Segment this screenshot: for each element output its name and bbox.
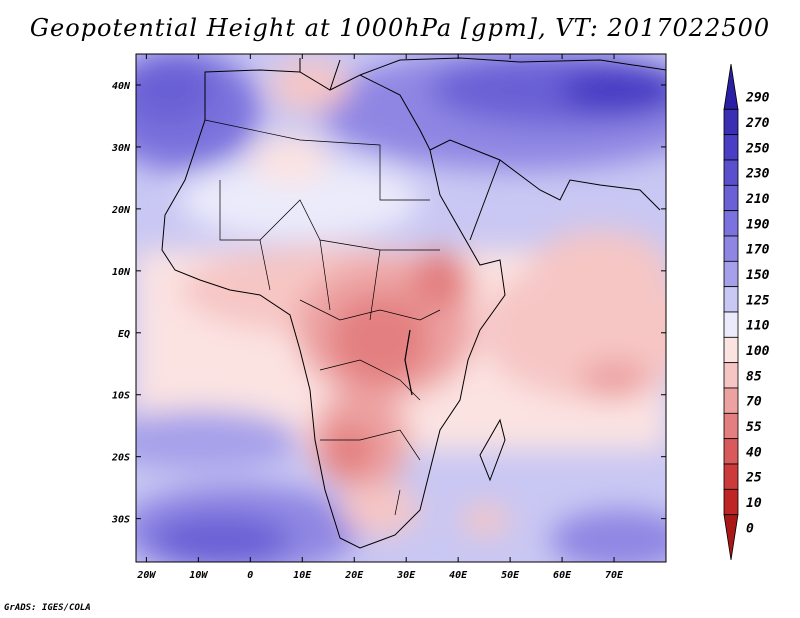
colorbar-swatch bbox=[723, 488, 739, 516]
footer-credit: GrADS: IGES/COLA bbox=[4, 603, 91, 613]
colorbar-swatch bbox=[723, 286, 739, 313]
colorbar-swatch bbox=[723, 159, 739, 186]
lon-label: 10W bbox=[189, 570, 208, 581]
lon-label: 70E bbox=[605, 570, 624, 581]
colorbar-label: 85 bbox=[746, 369, 762, 384]
colorbar-label: 150 bbox=[746, 268, 770, 283]
lat-label: EQ bbox=[118, 329, 130, 340]
lon-label: 10E bbox=[293, 570, 312, 581]
colorbar-swatch bbox=[723, 412, 739, 440]
colorbar-label: 290 bbox=[745, 91, 770, 106]
colorbar-swatch bbox=[723, 336, 739, 364]
colorbar-swatch bbox=[723, 362, 739, 389]
lat-label: 30S bbox=[111, 515, 130, 526]
lat-label: 30N bbox=[111, 143, 131, 154]
lon-label: 60E bbox=[553, 570, 572, 581]
colorbar-label: 110 bbox=[746, 319, 770, 334]
lat-label: 20N bbox=[111, 205, 131, 216]
colorbar-swatch bbox=[723, 387, 739, 414]
colorbar-swatch bbox=[723, 463, 739, 490]
colorbar-label: 210 bbox=[745, 192, 770, 207]
chart-title: Geopotential Height at 1000hPa [gpm], VT… bbox=[29, 14, 771, 42]
lon-label: 0 bbox=[247, 570, 253, 581]
colorbar-label: 100 bbox=[746, 344, 770, 359]
lat-label: 20S bbox=[111, 453, 130, 464]
colorbar-label: 25 bbox=[745, 471, 762, 486]
colorbar-label: 250 bbox=[745, 141, 770, 156]
colorbar-label: 170 bbox=[746, 243, 770, 258]
colorbar-swatch bbox=[723, 63, 739, 110]
colorbar-label: 70 bbox=[746, 395, 762, 410]
lon-label: 40E bbox=[449, 570, 468, 581]
lat-label: 10N bbox=[112, 267, 131, 278]
colorbar-label: 10 bbox=[746, 496, 762, 511]
coastlines bbox=[161, 57, 666, 549]
colorbar-label: 230 bbox=[745, 167, 770, 182]
colorbar-swatch bbox=[723, 108, 739, 136]
lon-label: 20W bbox=[136, 570, 156, 581]
height-field bbox=[136, 54, 666, 562]
lon-label: 30E bbox=[396, 570, 416, 581]
colorbar-label: 55 bbox=[746, 420, 762, 435]
map-frame bbox=[135, 53, 667, 563]
colorbar-swatch bbox=[723, 514, 739, 561]
lon-label: 20E bbox=[344, 570, 364, 581]
colorbar-swatch bbox=[723, 311, 739, 338]
colorbar-swatch bbox=[723, 210, 739, 237]
lat-label: 40N bbox=[112, 81, 131, 92]
colorbar-label: 125 bbox=[746, 293, 770, 308]
colorbar-label: 190 bbox=[746, 217, 770, 232]
colorbar: 2902702502302101901701501251101008570554… bbox=[723, 63, 770, 561]
axis-labels: 40N 30N 20N 10N EQ 10S 20S 30S 20W 10W 0 10E 20E 30E 4… bbox=[111, 54, 666, 581]
colorbar-swatch bbox=[723, 235, 739, 262]
colorbar-label: 0 bbox=[746, 521, 754, 536]
lat-label: 10S bbox=[112, 391, 130, 402]
colorbar-swatch bbox=[723, 184, 739, 212]
colorbar-label: 270 bbox=[745, 116, 770, 131]
colorbar-swatch bbox=[723, 260, 739, 288]
colorbar-label: 40 bbox=[746, 445, 762, 460]
lon-label: 50E bbox=[501, 570, 520, 581]
colorbar-swatch bbox=[723, 134, 739, 161]
colorbar-swatch bbox=[723, 438, 739, 465]
